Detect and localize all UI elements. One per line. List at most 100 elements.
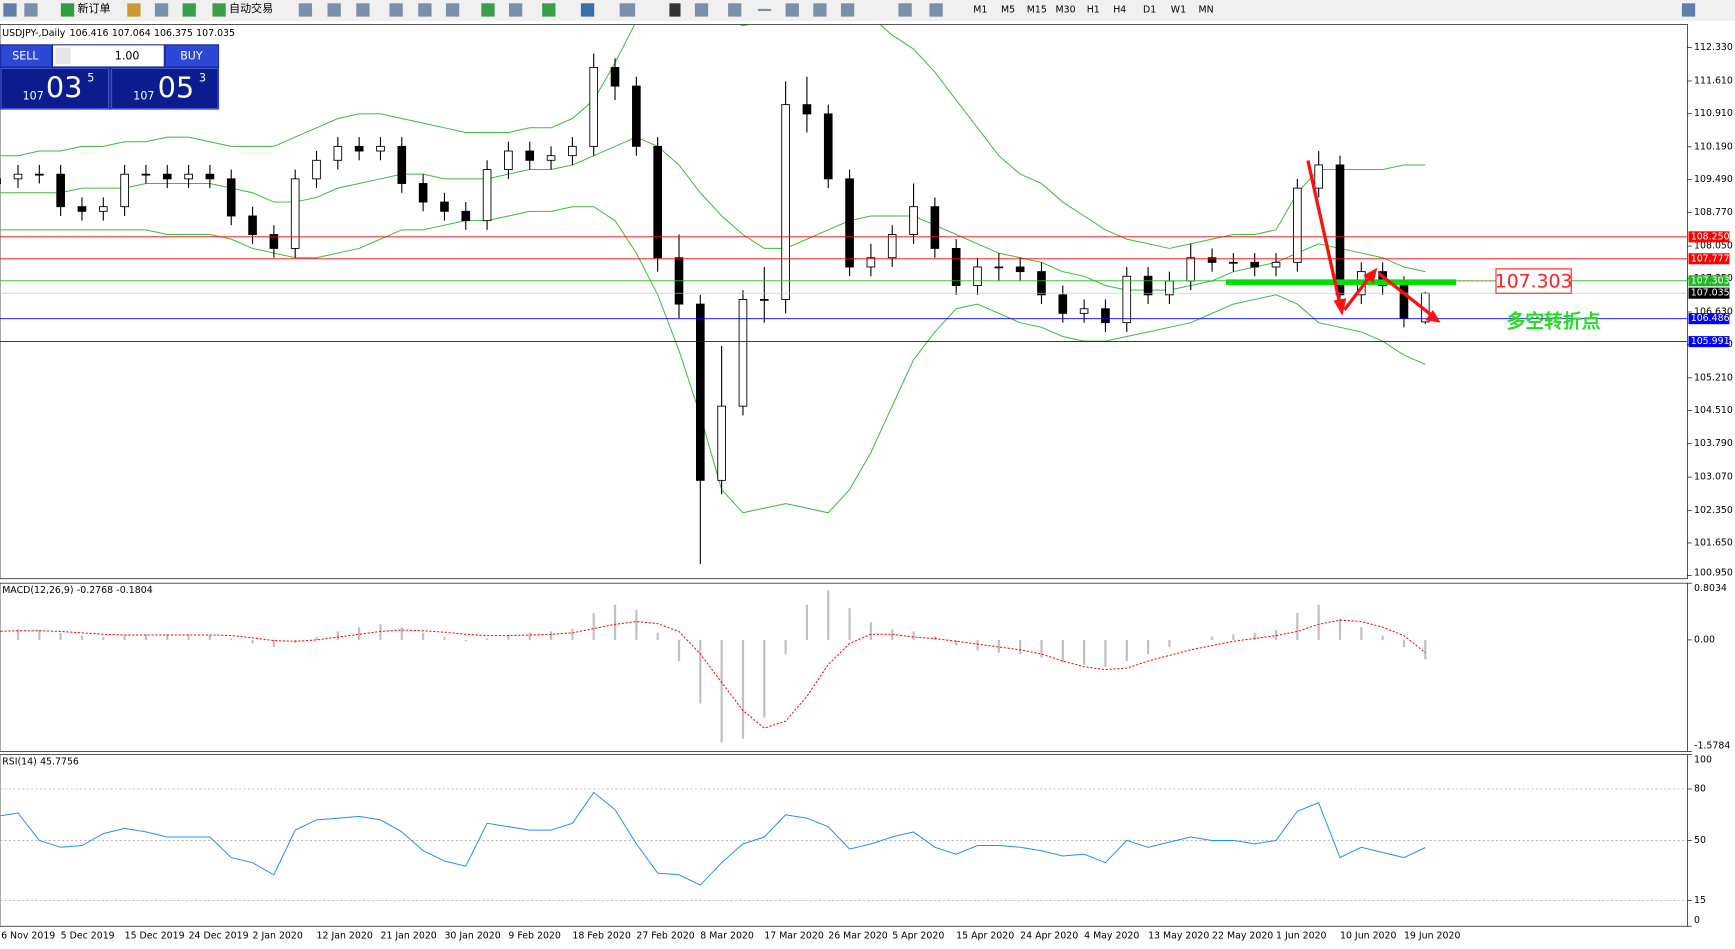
macd-bar [592,613,595,640]
macd-bar [528,632,531,640]
x-tick-label: 19 Jun 2020 [1404,931,1461,942]
rsi-plot [0,788,1688,901]
timeframe-button[interactable]: D1 [1143,4,1156,15]
candle-body [162,173,172,180]
macd-bar [1040,639,1043,658]
candle-body [1015,266,1025,273]
candle-body [13,173,23,180]
buy-button[interactable] [165,45,218,67]
timeframe-button[interactable]: M1 [973,4,987,15]
price-tag [1688,275,1730,287]
macd-bar [1338,618,1342,640]
x-tick-label: 22 May 2020 [1212,931,1273,942]
bid-small: 5 [87,72,94,85]
rsi-value: 45.7756 [40,756,79,767]
macd-signal: -0.1804 [116,584,152,595]
macd-bar [848,608,851,640]
price-tag [1688,313,1730,325]
macd-plot [0,590,1427,743]
y-tick-label: 109.490 [1694,174,1733,185]
candle-body [461,210,471,222]
candle-body [1037,271,1046,296]
macd-bar [1274,630,1278,640]
x-tick-label: 27 Feb 2020 [636,931,694,942]
candle-body [930,206,940,249]
macd-bar [1360,627,1363,640]
macd-bar [635,610,638,640]
price-tag-label: 106.486 [1691,313,1730,324]
auto-trading-button[interactable]: 自动交易 [229,1,273,15]
macd-bar [464,639,467,642]
timeframe-button[interactable]: MN [1199,4,1214,15]
main-plot [0,24,1688,564]
macd-bar [549,631,553,640]
x-tick-label: 24 Dec 2019 [189,931,249,942]
candle-body [1250,261,1260,268]
candle-body [1335,164,1345,296]
bid-box[interactable] [0,68,109,109]
macd-bar [230,638,233,640]
x-tick-label: 5 Dec 2019 [61,931,115,942]
timeframe-button[interactable]: H1 [1087,4,1100,15]
candle-body [1079,308,1089,314]
price-tag [1688,231,1730,243]
candle-body [290,178,300,249]
y-tick-label: 50 [1694,835,1706,846]
y-tick-label: 111.610 [1694,75,1733,86]
ask-small: 3 [199,72,206,85]
candle-body [35,173,44,176]
toolbar-icons [3,3,1696,17]
lot-value[interactable]: 1.00 [115,49,140,62]
candle-body [909,206,918,235]
candle-body [504,150,513,171]
candle-body [1101,308,1110,324]
macd-bar [507,634,510,640]
candle-body [418,183,428,203]
candle-body [759,299,769,301]
lot-spinner[interactable] [55,47,71,65]
buy-label[interactable]: BUY [180,49,203,62]
macd-bar [1381,635,1384,640]
sell-label[interactable]: SELL [12,49,39,62]
timeframe-button[interactable]: M5 [1001,4,1015,15]
timeframe-button[interactable]: H4 [1113,4,1126,15]
macd-title: MACD(12,26,9) [2,584,73,595]
x-tick-label: 15 Apr 2020 [956,931,1014,942]
toolbar [0,0,1735,22]
x-tick-label: 4 May 2020 [1084,931,1139,942]
candle-body [120,173,129,208]
ask-box[interactable] [111,68,219,109]
trade-panel: SELL 1.00 BUY 107 03 5 107 05 3 [0,44,220,110]
macd-bar [1168,639,1171,647]
sell-button[interactable] [1,45,51,67]
x-tick-label: 24 Apr 2020 [1020,931,1078,942]
candle-body [696,303,705,481]
candle-body [632,85,641,147]
candle-body [1143,275,1153,296]
macd-bar [955,639,958,646]
price-tag-label: 105.991 [1691,336,1730,347]
macd-bar [699,639,702,704]
candle-body [1122,275,1132,324]
y-tick-label: 105.210 [1694,372,1733,383]
new-order-button[interactable]: 新订单 [77,1,110,15]
y-tick-label: 104.510 [1694,405,1733,416]
x-tick-label: 9 Feb 2020 [508,931,560,942]
ask-big: 107 [133,89,154,102]
candle-body [1186,257,1196,282]
price-tag-label: 108.250 [1691,231,1730,242]
macd-bar [1296,613,1299,640]
candle-body [77,206,87,212]
lot-input[interactable] [53,45,164,67]
timeframe-button[interactable]: M30 [1056,4,1076,15]
candle-body [973,266,982,286]
bollinger-band [0,24,1426,249]
y-tick-label: 100 [1694,755,1712,766]
bid-big: 107 [23,89,44,102]
timeframe-button[interactable]: W1 [1171,4,1186,15]
timeframe-button[interactable]: M15 [1027,4,1047,15]
macd-bar [400,627,403,640]
candle-body [1229,261,1238,264]
x-tick-label: 17 Mar 2020 [764,931,824,942]
